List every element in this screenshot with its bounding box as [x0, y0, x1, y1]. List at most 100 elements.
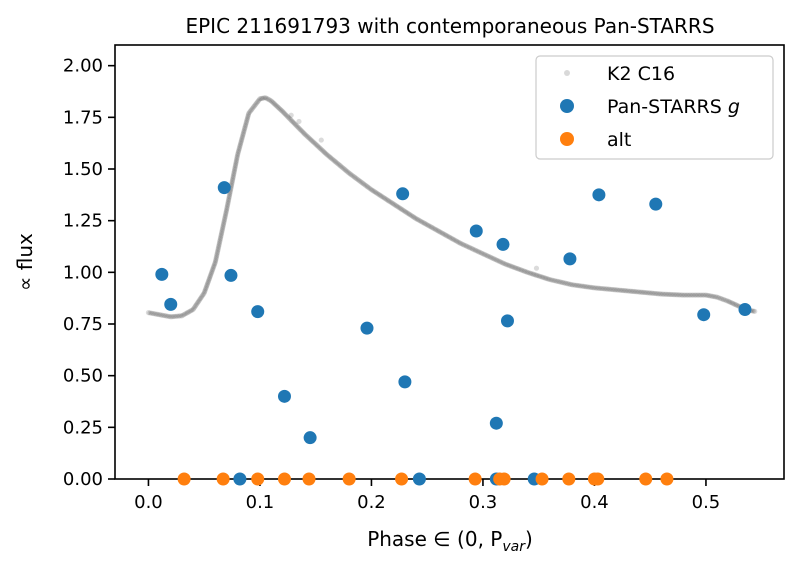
k2-point [406, 211, 413, 217]
k2-point [240, 132, 246, 138]
k2-point [351, 174, 357, 180]
k2-point [224, 203, 231, 209]
k2-point [202, 287, 208, 293]
k2-point [182, 311, 188, 317]
k2-point [432, 226, 439, 233]
k2-point [513, 265, 519, 271]
k2-point [261, 95, 267, 101]
k2-point [439, 230, 446, 236]
k2-point [220, 221, 227, 228]
k2-point [577, 283, 583, 289]
k2-point [215, 246, 221, 253]
legend-label-k2: K2 C16 [607, 63, 675, 85]
k2-point [703, 292, 709, 298]
k2-point [580, 283, 586, 289]
k2-point [679, 292, 685, 298]
k2-point [714, 294, 720, 300]
k2-point [682, 292, 688, 298]
k2-point [370, 187, 376, 194]
k2-point [374, 190, 380, 196]
k2-point [299, 128, 305, 135]
k2-point [363, 183, 369, 189]
k2-point [657, 291, 663, 297]
k2-point [213, 257, 219, 264]
k2-point [593, 285, 599, 291]
legend-marker-k2 [564, 70, 570, 76]
k2-point [711, 293, 717, 300]
legend-label-panstarrs: Pan-STARRS g [607, 96, 740, 118]
y-tick-label: 0.00 [63, 469, 103, 490]
k2-point [240, 133, 246, 139]
k2-point [150, 310, 156, 317]
legend-label-alt: alt [607, 129, 631, 151]
k2-point [358, 179, 364, 185]
k2-point [221, 220, 227, 226]
panstarrs-g-point [396, 187, 410, 201]
k2-point [451, 236, 457, 243]
alt-point [251, 472, 265, 486]
k2-point [610, 287, 617, 293]
k2-point [538, 274, 544, 280]
k2-point [319, 147, 325, 153]
k2-point [229, 179, 235, 186]
k2-point [408, 212, 414, 218]
k2-point [689, 292, 695, 298]
k2-point [355, 177, 361, 183]
k2-point [547, 276, 553, 283]
k2-point [332, 159, 339, 165]
k2-point [184, 310, 191, 316]
panstarrs-g-point [164, 297, 178, 311]
k2-point [376, 192, 382, 198]
k2-point [478, 250, 485, 256]
k2-point [367, 186, 373, 192]
k2-point [732, 301, 738, 308]
k2-point [226, 196, 232, 203]
k2-point [335, 161, 341, 167]
k2-point [681, 292, 687, 298]
k2-point [490, 255, 496, 262]
k2-point [353, 175, 359, 181]
k2-point [431, 226, 437, 232]
k2-point [505, 262, 511, 268]
k2-point [516, 266, 522, 272]
k2-point [676, 292, 682, 298]
y-tick-label: 1.75 [63, 107, 103, 128]
k2-point [442, 232, 448, 238]
k2-point [387, 198, 393, 205]
k2-point [623, 288, 629, 294]
k2-point [172, 313, 179, 319]
k2-point [499, 260, 505, 266]
k2-point [320, 148, 326, 154]
k2-point [233, 159, 239, 165]
k2-point [234, 156, 240, 162]
k2-point [179, 313, 185, 319]
k2-point [217, 239, 223, 245]
k2-point [646, 290, 652, 296]
k2-point [622, 288, 628, 294]
k2-point [210, 265, 216, 271]
k2-point [153, 311, 160, 317]
k2-point [483, 252, 489, 258]
k2-point [510, 264, 516, 270]
k2-point [211, 263, 217, 270]
k2-point [362, 182, 368, 188]
alt-point [277, 472, 291, 486]
k2-point [347, 171, 354, 177]
k2-point [219, 226, 226, 232]
k2-point [420, 219, 426, 226]
k2-point [636, 289, 642, 295]
k2-point [526, 270, 532, 276]
k2-point [147, 310, 153, 316]
k2-point [287, 116, 293, 122]
k2-point [312, 141, 318, 147]
k2-point [461, 242, 467, 248]
alt-point [639, 472, 653, 486]
k2-point [171, 313, 177, 320]
k2-point [519, 267, 525, 273]
k2-point [279, 108, 285, 114]
k2-point [229, 181, 235, 187]
k2-point [233, 161, 239, 167]
k2-point [409, 213, 415, 219]
k2-point [603, 286, 609, 292]
k2-point [192, 304, 198, 310]
